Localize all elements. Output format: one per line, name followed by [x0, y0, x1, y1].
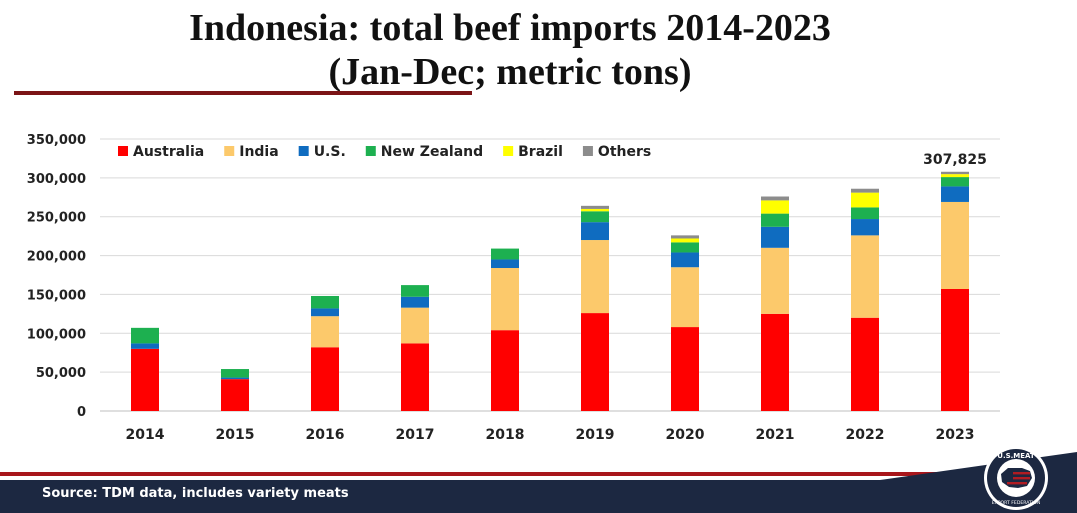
y-tick-label: 150,000 — [27, 288, 86, 303]
bar-segment-india — [761, 247, 789, 314]
x-tick-label: 2015 — [216, 427, 255, 443]
bar-segment-new-zealand — [761, 213, 789, 227]
y-tick-label: 250,000 — [27, 211, 86, 226]
x-tick-label: 2014 — [126, 427, 165, 443]
legend-label: India — [239, 144, 278, 160]
bar-segment-brazil — [941, 174, 969, 178]
bar-segment-u-s- — [311, 308, 339, 317]
bar-segment-australia — [941, 288, 969, 411]
bar-segment-india — [581, 240, 609, 314]
bar-segment-u-s- — [941, 186, 969, 202]
bar-segment-new-zealand — [491, 248, 519, 260]
footer-red-stripe — [0, 472, 1077, 476]
bar-segment-new-zealand — [131, 327, 159, 344]
bar-segment-australia — [311, 347, 339, 411]
bar-segment-india — [851, 235, 879, 318]
bar-segment-new-zealand — [851, 207, 879, 220]
x-tick-label: 2017 — [396, 427, 435, 443]
x-axis-tick-labels: 2014 2015 2016 2017 2018 2019 2020 2021 2022 2023 — [126, 427, 975, 443]
bar-segment-brazil — [581, 208, 609, 212]
chart-title: Indonesia: total beef imports 2014-2023 … — [0, 6, 1020, 94]
bar-segment-others — [761, 196, 789, 201]
y-tick-label: 300,000 — [27, 172, 86, 187]
legend-swatch — [118, 146, 128, 156]
source-note: Source: TDM data, includes variety meats — [42, 486, 349, 501]
bar-segment-india — [941, 201, 969, 289]
y-tick-label: 200,000 — [27, 250, 86, 265]
title-line-2: (Jan-Dec; metric tons) — [328, 51, 692, 93]
x-tick-label: 2020 — [666, 427, 705, 443]
bar-segment-india — [491, 268, 519, 331]
bar-segment-others — [851, 188, 879, 193]
bar-segment-u-s- — [671, 252, 699, 268]
bar-segment-australia — [401, 343, 429, 411]
bar-segment-new-zealand — [401, 285, 429, 297]
bar-segment-u-s- — [491, 259, 519, 269]
bar-segment-u-s- — [221, 377, 249, 380]
y-tick-label: 350,000 — [27, 133, 86, 148]
bar-segment-others — [671, 235, 699, 239]
legend-swatch — [224, 146, 235, 156]
legend-swatch — [503, 146, 514, 156]
bar-segment-u-s- — [761, 226, 789, 248]
bar-segment-australia — [491, 330, 519, 411]
bar-segment-u-s- — [581, 222, 609, 241]
legend: Australia India U.S. New Zealand Brazil Other… — [118, 144, 651, 160]
logo-text-bottom: EXPORT FEDERATION — [992, 500, 1041, 506]
bar-segment-australia — [221, 379, 249, 411]
footer-band — [0, 452, 1077, 513]
bar-segment-u-s- — [401, 296, 429, 308]
bar-segment-u-s- — [131, 343, 159, 349]
x-tick-label: 2021 — [756, 427, 795, 443]
bar-segment-brazil — [671, 238, 699, 243]
title-rule — [14, 91, 472, 95]
footer-navy-band — [0, 480, 1077, 513]
bar-segment-new-zealand — [221, 369, 249, 378]
annotations: 307,825 — [923, 152, 987, 168]
bar-segment-others — [941, 171, 969, 175]
y-axis-tick-labels: 0 50,000 100,000 150,000 200,000 250,000 300,0… — [27, 133, 86, 420]
x-tick-label: 2018 — [486, 427, 525, 443]
y-tick-label: 100,000 — [27, 327, 86, 342]
bar-segment-australia — [131, 348, 159, 411]
bar-segment-new-zealand — [671, 242, 699, 253]
x-tick-label: 2022 — [846, 427, 885, 443]
legend-label: U.S. — [314, 144, 346, 160]
bar-segment-australia — [851, 317, 879, 411]
bar-segment-india — [311, 316, 339, 348]
bar-segment-brazil — [851, 192, 879, 208]
x-tick-label: 2016 — [306, 427, 345, 443]
bar-segment-india — [671, 267, 699, 328]
bar-segment-india — [401, 307, 429, 344]
legend-swatch — [582, 146, 593, 156]
grid-lines — [100, 138, 1000, 412]
usmef-logo: U.S.MEAT EXPORT FEDERATION — [984, 446, 1048, 510]
bar-segment-brazil — [761, 200, 789, 214]
bar-segment-australia — [581, 313, 609, 411]
bar-segment-new-zealand — [581, 211, 609, 223]
bar-segment-new-zealand — [941, 177, 969, 187]
legend-swatch — [365, 146, 376, 156]
bar-segment-new-zealand — [311, 295, 339, 309]
total-annotation: 307,825 — [923, 152, 987, 168]
title-line-1: Indonesia: total beef imports 2014-2023 — [189, 7, 831, 49]
legend-label: New Zealand — [381, 144, 483, 160]
bars — [131, 171, 969, 411]
x-tick-label: 2019 — [576, 427, 615, 443]
y-tick-label: 50,000 — [36, 366, 86, 381]
legend-label: Australia — [133, 144, 204, 160]
bar-segment-u-s- — [851, 219, 879, 236]
stacked-bar-chart: 0 50,000 100,000 150,000 200,000 250,000 300,0… — [27, 133, 1000, 443]
logo-text-top: U.S.MEAT — [997, 452, 1035, 460]
legend-label: Brazil — [518, 144, 563, 160]
legend-label: Others — [598, 144, 651, 160]
bar-segment-australia — [761, 313, 789, 411]
bar-segment-others — [581, 205, 609, 209]
x-tick-label: 2023 — [936, 427, 975, 443]
legend-swatch — [298, 146, 309, 156]
y-tick-label: 0 — [77, 405, 86, 420]
bar-segment-australia — [671, 327, 699, 411]
